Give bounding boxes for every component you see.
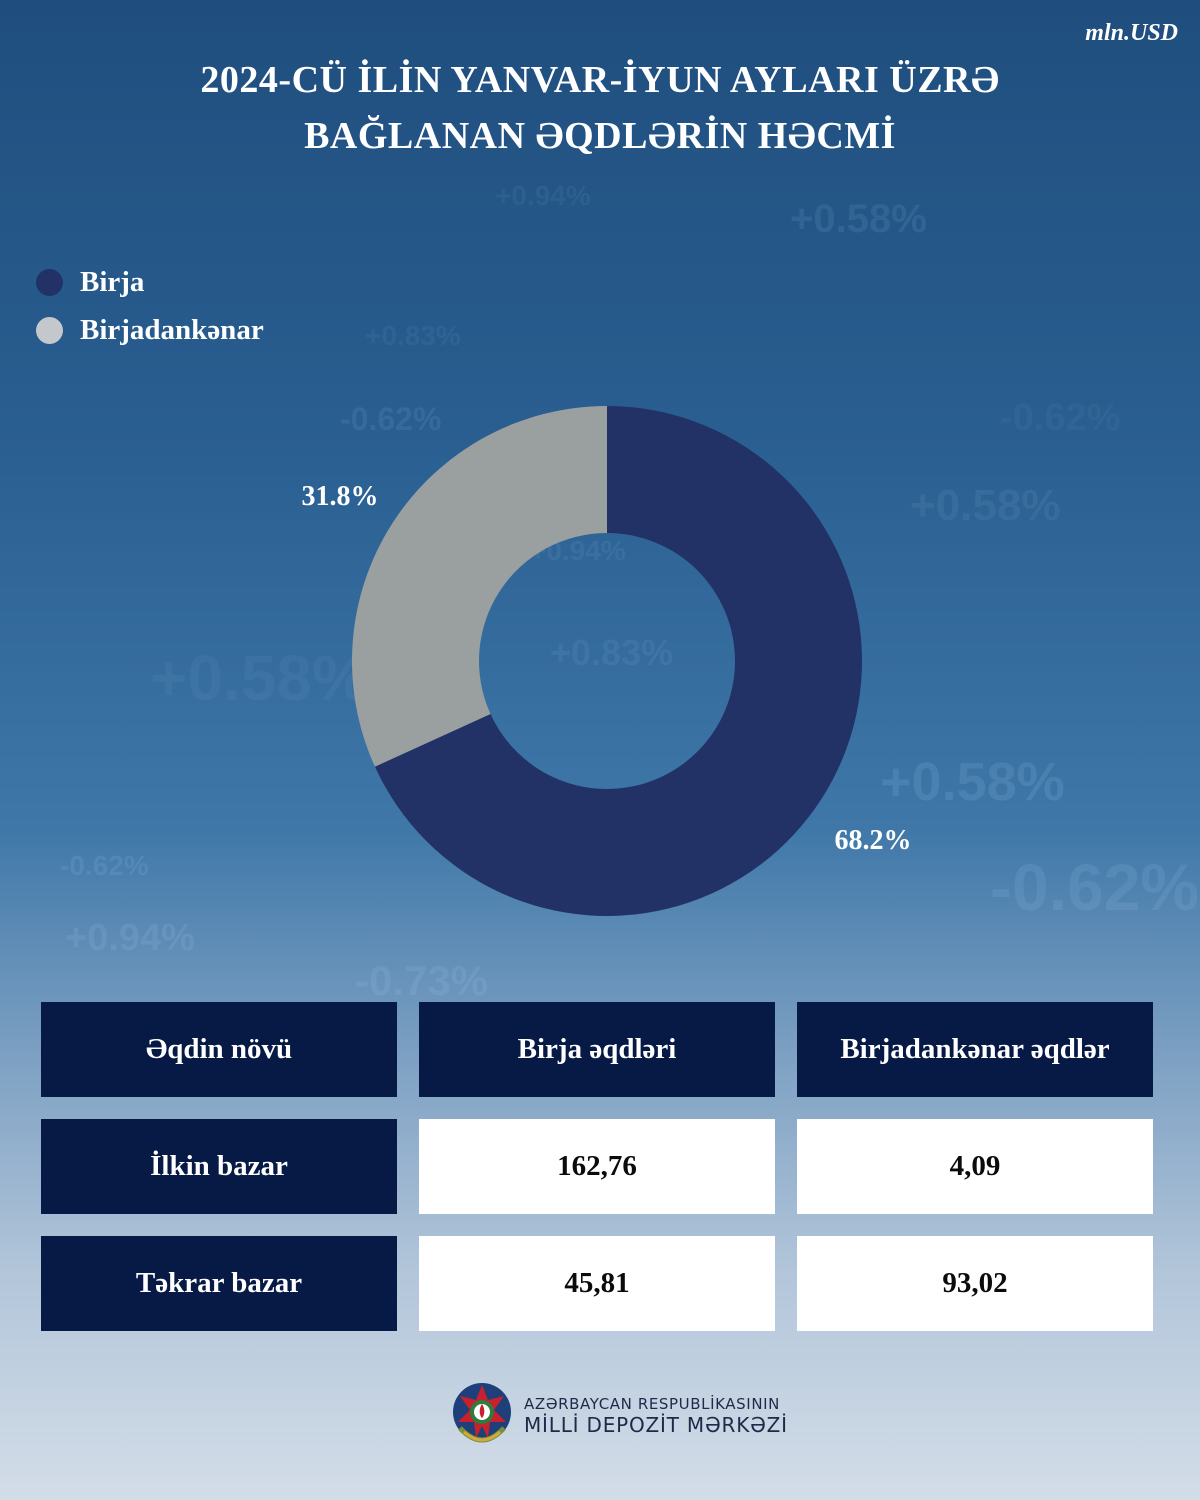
legend-swatch-birja [36, 268, 63, 296]
legend-item-birja: Birja [36, 258, 264, 306]
chart-legend: Birja Birjadankənar [36, 258, 264, 354]
org-name-line-1: AZƏRBAYCAN RESPUBLİKASININ [524, 1395, 780, 1413]
page-title: 2024-CÜ İLİN YANVAR-İYUN AYLARI ÜZRƏ BAĞ… [0, 52, 1200, 164]
cell-secondary-exchange: 45,81 [419, 1236, 775, 1331]
table-row: Təkrar bazar 45,81 93,02 [41, 1236, 1153, 1331]
organization-name: AZƏRBAYCAN RESPUBLİKASININ MİLLİ DEPOZİT… [524, 1395, 788, 1437]
slice-label-birjadankenar: 31.8% [302, 481, 379, 512]
legend-item-birjadankenar: Birjadankənar [36, 306, 264, 354]
national-emblem-logo [453, 1383, 511, 1443]
org-name-line-2: MİLLİ DEPOZİT MƏRKƏZİ [524, 1413, 788, 1437]
cell-primary-exchange: 162,76 [419, 1119, 775, 1214]
title-line-1: 2024-CÜ İLİN YANVAR-İYUN AYLARI ÜZRƏ [200, 59, 1000, 101]
table-row: İlkin bazar 162,76 4,09 [41, 1119, 1153, 1214]
slice-label-birja: 68.2% [835, 825, 912, 856]
legend-label-birjadankenar: Birjadankənar [80, 313, 264, 346]
donut-slice-birjadankenar [351, 406, 607, 767]
header-exchange-deals: Birja əqdləri [419, 1002, 775, 1097]
title-line-2: BAĞLANAN ƏQDLƏRİN HƏCMİ [304, 115, 896, 157]
cell-secondary-otc: 93,02 [797, 1236, 1153, 1331]
table-header-row: Əqdin növü Birja əqdləri Birjadankənar ə… [41, 1002, 1153, 1097]
header-otc-deals: Birjadankənar əqdlər [797, 1002, 1153, 1097]
legend-label-birja: Birja [80, 265, 145, 298]
deals-table: Əqdin növü Birja əqdləri Birjadankənar ə… [41, 1002, 1153, 1353]
header-deal-type: Əqdin növü [41, 1002, 397, 1097]
donut-slice-birja [374, 406, 862, 917]
row-label-secondary-market: Təkrar bazar [41, 1236, 397, 1331]
unit-label: mln.USD [1085, 20, 1178, 46]
legend-swatch-birjadankenar [36, 316, 63, 344]
donut-chart: 68.2% 31.8% [302, 406, 912, 917]
footer-branding: AZƏRBAYCAN RESPUBLİKASININ MİLLİ DEPOZİT… [450, 1380, 788, 1452]
cell-primary-otc: 4,09 [797, 1119, 1153, 1214]
row-label-primary-market: İlkin bazar [41, 1119, 397, 1214]
